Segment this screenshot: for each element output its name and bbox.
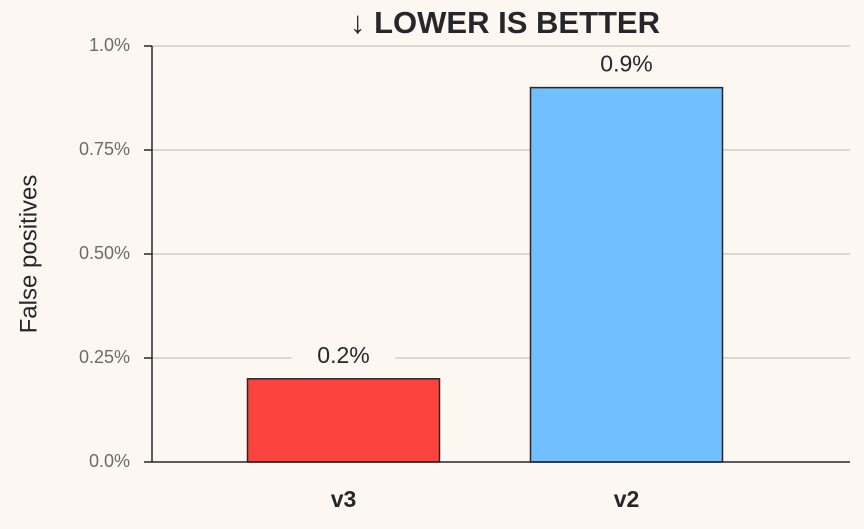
y-tick-label: 0.25% [79, 347, 130, 367]
value-label-bg [574, 50, 679, 81]
x-tick-label: v2 [614, 486, 640, 512]
y-tick-label: 0.0% [89, 451, 130, 471]
y-axis-label: False positives [15, 175, 42, 334]
y-tick-label: 0.75% [79, 139, 130, 159]
y-tick-label: 1.0% [89, 35, 130, 55]
bar [529, 86, 724, 463]
bar [246, 378, 441, 463]
x-tick-label: v3 [331, 486, 357, 512]
chart-title: ↓ LOWER IS BETTER [350, 5, 660, 40]
value-label: 0.9% [600, 51, 652, 77]
value-label: 0.2% [317, 342, 369, 368]
value-label-bg [291, 341, 396, 372]
y-tick-label: 0.50% [79, 243, 130, 263]
